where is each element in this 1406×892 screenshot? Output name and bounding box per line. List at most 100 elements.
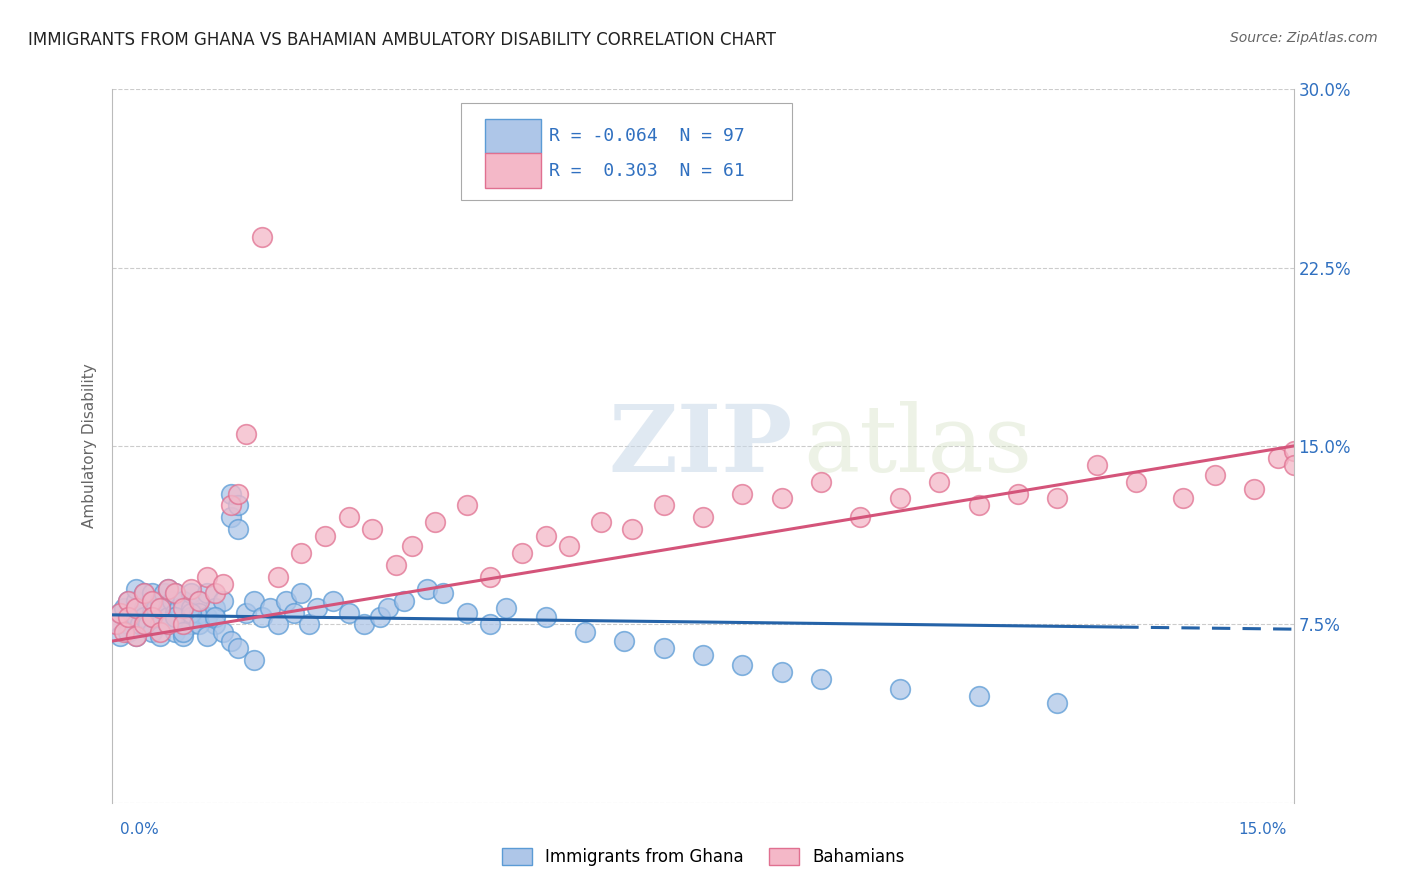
Point xyxy=(172,629,194,643)
Text: R =  0.303  N = 61: R = 0.303 N = 61 xyxy=(550,161,745,179)
Point xyxy=(105,617,128,632)
Point xyxy=(692,510,714,524)
Point xyxy=(141,606,163,620)
Point xyxy=(172,600,194,615)
Point xyxy=(1125,475,1147,489)
Point xyxy=(112,624,135,639)
Point xyxy=(156,617,179,632)
Point xyxy=(149,629,172,643)
Point xyxy=(172,617,194,632)
Point xyxy=(385,558,408,572)
Point xyxy=(401,539,423,553)
Point xyxy=(195,610,218,624)
Point xyxy=(152,586,174,600)
Point xyxy=(125,610,148,624)
Point xyxy=(156,582,179,596)
Point xyxy=(267,617,290,632)
Point xyxy=(267,570,290,584)
Text: IMMIGRANTS FROM GHANA VS BAHAMIAN AMBULATORY DISABILITY CORRELATION CHART: IMMIGRANTS FROM GHANA VS BAHAMIAN AMBULA… xyxy=(28,31,776,49)
Text: 15.0%: 15.0% xyxy=(1239,822,1286,837)
Point xyxy=(621,522,644,536)
Point xyxy=(141,593,163,607)
Point xyxy=(132,610,155,624)
Point xyxy=(110,606,132,620)
Point xyxy=(250,610,273,624)
Point xyxy=(145,600,167,615)
Point xyxy=(228,486,250,500)
Text: R = -0.064  N = 97: R = -0.064 N = 97 xyxy=(550,128,745,145)
Point xyxy=(125,629,148,643)
Point xyxy=(1282,443,1305,458)
Point xyxy=(290,546,312,560)
Point xyxy=(283,606,305,620)
Point xyxy=(165,610,187,624)
Point xyxy=(156,600,179,615)
Point xyxy=(180,610,202,624)
Point xyxy=(219,510,242,524)
Point xyxy=(1046,491,1069,506)
Point xyxy=(731,657,754,672)
Point xyxy=(810,475,832,489)
Point xyxy=(495,600,517,615)
Point xyxy=(204,586,226,600)
Point xyxy=(188,593,211,607)
Point xyxy=(141,593,163,607)
Point xyxy=(1046,696,1069,710)
Point xyxy=(589,515,612,529)
Point xyxy=(1007,486,1029,500)
Point xyxy=(149,600,172,615)
Point xyxy=(149,617,172,632)
Point xyxy=(117,593,139,607)
Point xyxy=(337,606,360,620)
Point xyxy=(259,600,281,615)
Point xyxy=(290,586,312,600)
Point xyxy=(889,491,911,506)
Point xyxy=(149,624,172,639)
Point xyxy=(160,593,183,607)
Point xyxy=(1282,458,1305,472)
Point xyxy=(112,600,135,615)
Point xyxy=(117,624,139,639)
Point xyxy=(141,610,163,624)
Point xyxy=(125,582,148,596)
Point xyxy=(165,586,187,600)
Point xyxy=(165,586,187,600)
Point xyxy=(337,510,360,524)
Point xyxy=(322,593,344,607)
Point xyxy=(361,522,384,536)
Point xyxy=(117,617,139,632)
FancyBboxPatch shape xyxy=(461,103,792,200)
Point xyxy=(172,593,194,607)
Point xyxy=(243,653,266,667)
Point xyxy=(849,510,872,524)
Point xyxy=(692,648,714,663)
Point xyxy=(235,606,257,620)
Point xyxy=(204,610,226,624)
Point xyxy=(228,522,250,536)
Point xyxy=(219,634,242,648)
Point xyxy=(1085,458,1108,472)
Point xyxy=(770,665,793,679)
Text: Source: ZipAtlas.com: Source: ZipAtlas.com xyxy=(1230,31,1378,45)
Point xyxy=(105,617,128,632)
Point xyxy=(180,606,202,620)
Point xyxy=(204,617,226,632)
Point xyxy=(243,593,266,607)
Point xyxy=(235,427,257,442)
Point xyxy=(204,600,226,615)
Point xyxy=(967,499,990,513)
Point xyxy=(195,586,218,600)
Legend: Immigrants from Ghana, Bahamians: Immigrants from Ghana, Bahamians xyxy=(502,847,904,866)
Text: 0.0%: 0.0% xyxy=(120,822,159,837)
Point xyxy=(211,624,233,639)
Point xyxy=(121,606,143,620)
Point xyxy=(125,600,148,615)
Text: atlas: atlas xyxy=(803,401,1032,491)
Point xyxy=(534,529,557,543)
Point xyxy=(136,617,159,632)
FancyBboxPatch shape xyxy=(485,153,541,187)
Point xyxy=(368,610,391,624)
Point xyxy=(141,610,163,624)
Point xyxy=(132,617,155,632)
Point xyxy=(274,593,297,607)
